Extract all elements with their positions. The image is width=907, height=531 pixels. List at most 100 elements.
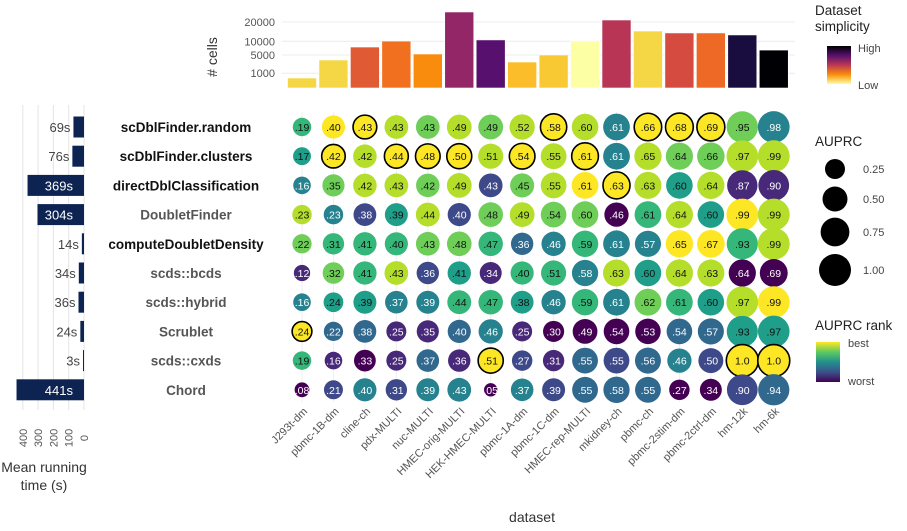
auprc-value-label: .36: [452, 356, 467, 368]
auprc-dot: [353, 320, 377, 343]
auprc-dot: [292, 351, 312, 370]
auprc-value-label: .95: [735, 122, 750, 134]
auprc-value-label: .63: [704, 268, 719, 280]
cells-bar: [664, 32, 695, 89]
auprc-dot: [759, 259, 788, 287]
cells-bar: [412, 53, 443, 89]
auprc-value-label: .99: [766, 210, 781, 222]
auprc-dot: [416, 349, 440, 372]
auprc-value-label: .55: [609, 356, 624, 368]
auprc-dot: [602, 171, 631, 200]
auprc-value-label: .61: [672, 297, 687, 309]
auprc-dot: [726, 140, 759, 173]
auprc-value-label: .49: [578, 326, 593, 338]
auprc-value-label: .60: [578, 210, 593, 222]
auprc-dot: [512, 321, 533, 342]
auprc-value-label: .25: [389, 326, 404, 338]
auprc-value-label: .31: [546, 356, 561, 368]
auprc-dot: [293, 293, 311, 312]
auprc-dot: [416, 320, 439, 343]
auprc-value-label: .55: [546, 180, 561, 192]
auprc-value-label: .49: [452, 122, 467, 134]
auprc-size-legend-label: 0.25: [863, 164, 884, 176]
auprc-value-label: .46: [609, 210, 624, 222]
auprc-value-label: .65: [641, 151, 656, 163]
auprc-value-label: .63: [641, 180, 656, 192]
dataset-label: hm-6k: [752, 405, 782, 435]
auprc-value-label: .40: [515, 268, 530, 280]
auprc-value-label: .42: [420, 180, 435, 192]
auprc-rank-colorbar: [816, 342, 840, 382]
auprc-dot: [384, 232, 408, 256]
auprc-value-label: .94: [766, 385, 781, 397]
auprc-value-label: .42: [358, 180, 373, 192]
auprc-dot: [634, 288, 662, 316]
cells-bar: [633, 30, 663, 89]
auprc-value-label: .24: [295, 326, 310, 338]
cells-bar: [538, 54, 569, 89]
runtime-tick-label: 0: [79, 435, 91, 441]
auprc-dot: [323, 321, 344, 342]
auprc-dot: [757, 140, 790, 173]
auprc-dot: [697, 318, 724, 345]
cells-bar: [350, 46, 380, 89]
auprc-dot: [445, 142, 473, 170]
simplicity-low-label: Low: [858, 80, 878, 92]
auprc-value-label: .49: [515, 210, 530, 222]
auprc-value-label: .33: [358, 356, 373, 368]
runtime-bar: [78, 262, 84, 284]
auprc-value-label: .37: [389, 297, 404, 309]
auprc-value-label: .63: [609, 180, 624, 192]
auprc-dot: [478, 173, 503, 198]
auprc-dot: [322, 174, 345, 197]
auprc-size-legend-dot: [820, 217, 850, 247]
auprc-dot: [510, 378, 534, 402]
auprc-dot: [634, 142, 662, 170]
auprc-dot: [384, 115, 409, 139]
auprc-dot: [571, 259, 599, 287]
auprc-value-label: .99: [766, 151, 781, 163]
auprc-value-label: .35: [326, 180, 341, 192]
auprc-value-label: .39: [546, 385, 561, 397]
auprc-dot: [697, 288, 725, 316]
auprc-dot: [603, 142, 630, 170]
auprc-dot: [697, 142, 725, 170]
auprc-dot: [415, 115, 440, 139]
auprc-dot: [478, 114, 504, 140]
auprc-dot: [757, 227, 790, 260]
method-label: scDblFinder.random: [121, 120, 252, 135]
auprc-value-label: .17: [295, 151, 310, 163]
auprc-dot: [320, 143, 347, 169]
auprc-size-legend-dot: [825, 159, 845, 179]
auprc-dot: [669, 379, 690, 401]
auprc-dot: [571, 113, 599, 141]
auprc-dot: [758, 374, 790, 406]
auprc-dot: [665, 230, 694, 258]
auprc-value-label: .38: [358, 210, 373, 222]
auprc-value-label: .41: [452, 268, 467, 280]
auprc-value-label: .55: [578, 356, 593, 368]
auprc-dot: [446, 173, 472, 198]
auprc-dot: [666, 318, 693, 345]
runtime-value-label: 369s: [45, 178, 74, 193]
auprc-value-label: .41: [358, 268, 373, 280]
auprc-dot: [604, 202, 629, 227]
auprc-dot: [634, 347, 661, 374]
auprc-dot: [510, 173, 535, 198]
auprc-value-label: .64: [704, 180, 719, 192]
auprc-value-label: .49: [483, 122, 498, 134]
method-label: computeDoubletDensity: [108, 237, 264, 252]
auprc-dot: [697, 259, 725, 287]
auprc-value-label: .37: [515, 385, 530, 397]
auprc-dot: [416, 290, 440, 314]
auprc-dot: [635, 376, 661, 403]
auprc-dot: [699, 378, 722, 401]
auprc-dot: [384, 261, 409, 285]
auprc-value-label: .97: [766, 326, 781, 338]
cells-tick-label: 20000: [244, 17, 275, 29]
cells-bar: [318, 59, 349, 89]
auprc-value-label: .60: [641, 268, 656, 280]
auprc-value-label: .43: [452, 385, 467, 397]
runtime-value-label: 14s: [58, 237, 79, 252]
